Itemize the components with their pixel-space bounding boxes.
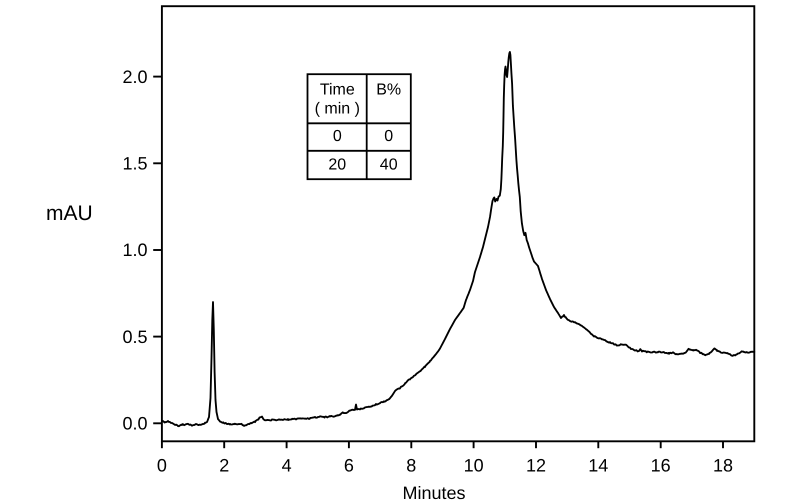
svg-text:2: 2: [219, 456, 229, 476]
svg-text:20: 20: [328, 156, 346, 173]
svg-text:Minutes: Minutes: [402, 483, 465, 503]
svg-text:10: 10: [464, 456, 484, 476]
svg-text:12: 12: [526, 456, 546, 476]
svg-text:16: 16: [651, 456, 671, 476]
svg-text:4: 4: [282, 456, 292, 476]
svg-text:2.0: 2.0: [122, 67, 147, 87]
svg-text:B%: B%: [376, 82, 401, 99]
svg-text:1.0: 1.0: [122, 240, 147, 260]
svg-text:0: 0: [384, 128, 393, 145]
svg-text:18: 18: [713, 456, 733, 476]
svg-text:1.5: 1.5: [122, 154, 147, 174]
svg-text:0.5: 0.5: [122, 327, 147, 347]
svg-text:14: 14: [588, 456, 608, 476]
svg-text:mAU: mAU: [46, 202, 93, 225]
svg-text:Time: Time: [320, 82, 355, 99]
svg-text:40: 40: [380, 156, 398, 173]
svg-text:( min ): ( min ): [315, 101, 360, 118]
svg-text:0.0: 0.0: [122, 414, 147, 434]
svg-text:0: 0: [157, 456, 167, 476]
svg-text:8: 8: [406, 456, 416, 476]
svg-text:6: 6: [344, 456, 354, 476]
svg-text:0: 0: [333, 128, 342, 145]
